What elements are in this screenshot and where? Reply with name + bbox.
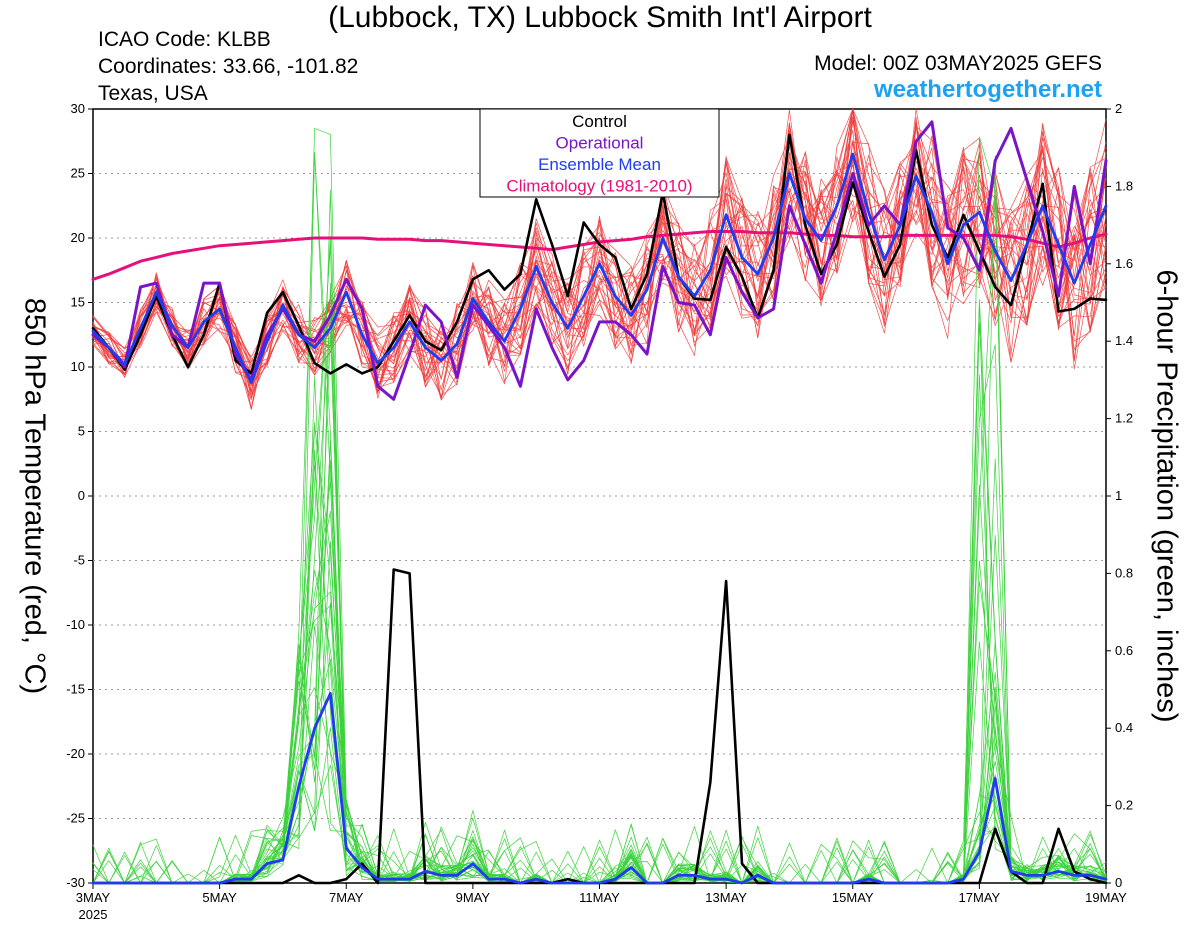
y2-tick-label: 0.8 — [1115, 565, 1133, 580]
x-tick-label: 11MAY — [579, 890, 620, 905]
coordinates: Coordinates: 33.66, -101.82 — [98, 55, 359, 78]
site-name[interactable]: weathertogether.net — [873, 76, 1102, 103]
x-tick-year: 2025 — [79, 907, 108, 922]
page-title: (Lubbock, TX) Lubbock Smith Int'l Airpor… — [328, 1, 872, 34]
legend-box — [479, 108, 720, 198]
x-tick-label: 13MAY — [705, 890, 747, 905]
y2-tick-label: 1.4 — [1115, 333, 1133, 348]
temp-member-line — [92, 149, 1107, 387]
y-tick-label: -15 — [66, 682, 85, 697]
y2-tick-label: 0.6 — [1115, 643, 1133, 658]
model-run: Model: 00Z 03MAY2025 GEFS — [814, 52, 1102, 75]
temp-member-line — [92, 119, 1107, 385]
temp-operational-line — [91, 120, 1108, 401]
y-tick-label: 5 — [78, 424, 85, 439]
legend-entry: Climatology (1981-2010) — [506, 177, 692, 196]
y2-tick-label: 1.8 — [1115, 178, 1133, 193]
x-tick-label: 7MAY — [329, 890, 364, 905]
x-tick-label: 3MAY — [76, 890, 111, 905]
temp-mean-line — [91, 152, 1108, 384]
icao-code: ICAO Code: KLBB — [98, 28, 271, 51]
temp-member-line — [92, 167, 1107, 395]
y-tick-label: -20 — [66, 746, 85, 761]
y-tick-label: -5 — [73, 553, 85, 568]
x-tick-label: 15MAY — [832, 890, 874, 905]
y-tick-label: -30 — [66, 875, 85, 890]
y2-tick-label: 2 — [1115, 101, 1122, 116]
y-tick-label: 0 — [78, 488, 85, 503]
y2-tick-label: 1.6 — [1115, 256, 1133, 271]
temp-member-line — [92, 125, 1107, 383]
y-tick-label: 25 — [71, 166, 85, 181]
y-tick-label: 20 — [71, 230, 85, 245]
precip-mean-line — [91, 692, 1108, 885]
legend-entry: Ensemble Mean — [538, 155, 661, 174]
region: Texas, USA — [98, 82, 208, 105]
temp-member-line — [92, 151, 1107, 392]
legend-entry: Operational — [556, 134, 644, 153]
legend-entry: Control — [572, 112, 627, 131]
y2-tick-label: 0.2 — [1115, 798, 1133, 813]
y2-tick-label: 1 — [1115, 488, 1122, 503]
y2-tick-label: 0.4 — [1115, 720, 1133, 735]
x-tick-label: 9MAY — [456, 890, 491, 905]
temp-member-line — [92, 116, 1107, 393]
y-tick-label: 30 — [71, 101, 85, 116]
x-tick-label: 19MAY — [1085, 890, 1127, 905]
y-tick-label: -25 — [66, 811, 85, 826]
y2-tick-label: 0 — [1115, 875, 1122, 890]
y-tick-label: 15 — [71, 295, 85, 310]
y2-tick-label: 1.2 — [1115, 411, 1133, 426]
x-tick-label: 17MAY — [959, 890, 1001, 905]
y-tick-label: 10 — [71, 359, 85, 374]
y-tick-label: -10 — [66, 617, 85, 632]
x-tick-label: 5MAY — [202, 890, 237, 905]
temp-control-line — [91, 133, 1108, 375]
